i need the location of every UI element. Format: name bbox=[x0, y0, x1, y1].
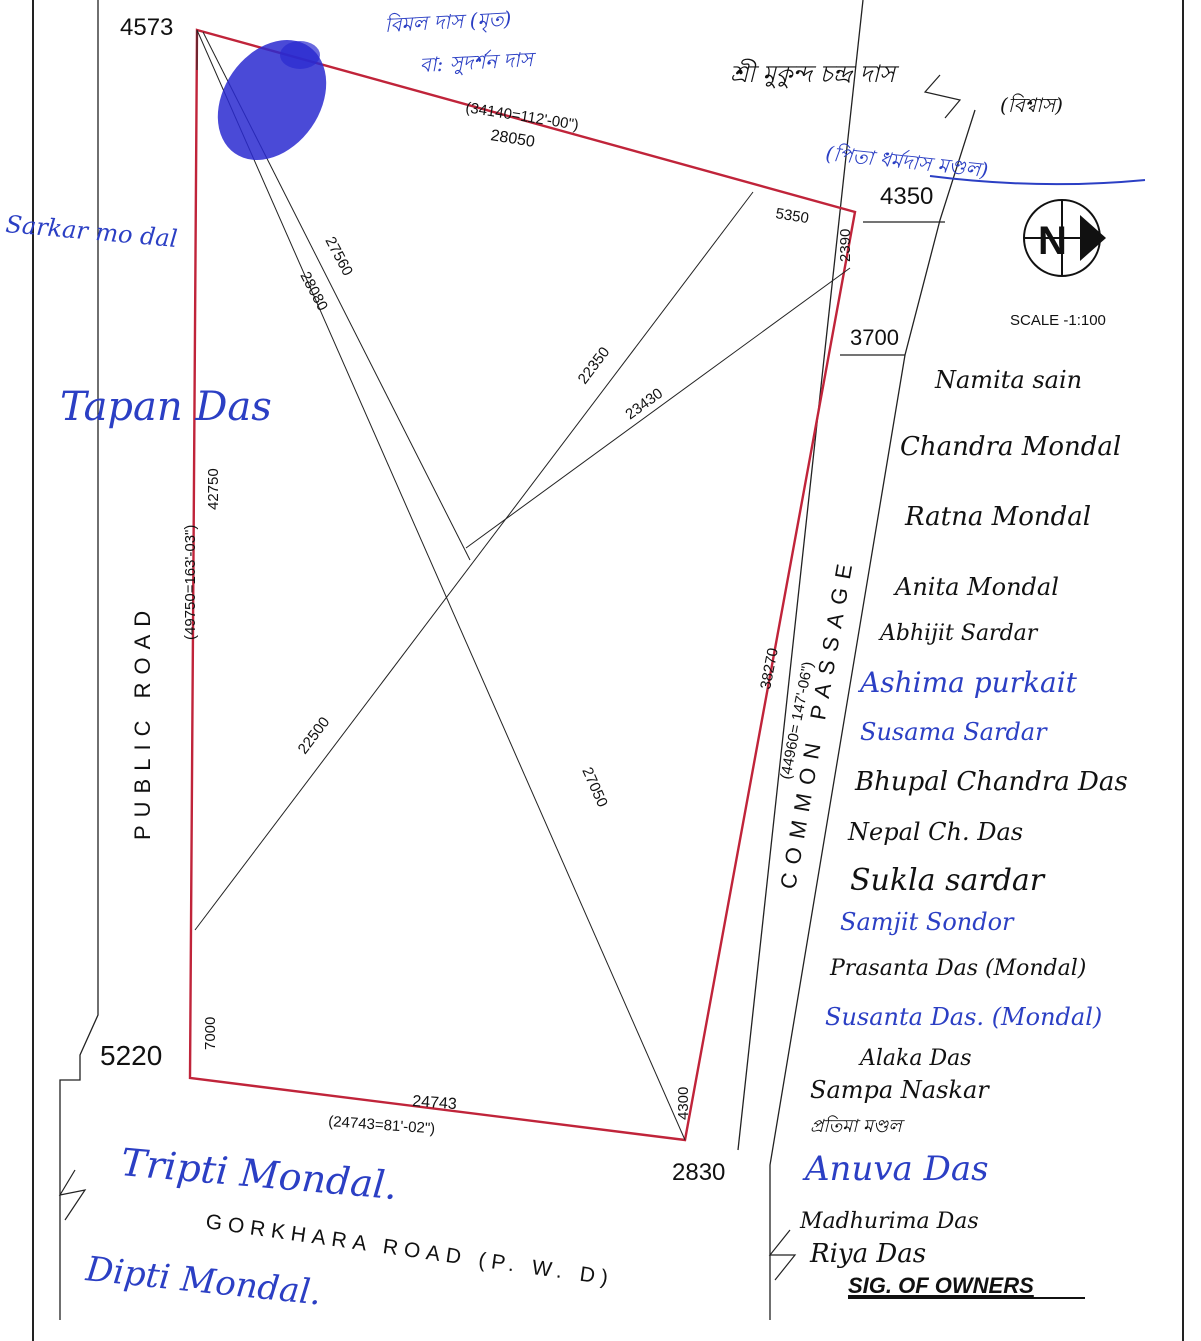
neighbor-west-mid: Tapan Das bbox=[60, 384, 272, 430]
dim-south: 24743 bbox=[412, 1093, 458, 1113]
owner-signature: Alaka Das bbox=[858, 1046, 972, 1071]
public-road-edge bbox=[59, 0, 99, 1320]
dim-diag-22500: 22500 bbox=[295, 714, 334, 758]
diagonal-e-center bbox=[465, 267, 851, 549]
owner-signature: Sukla sardar bbox=[850, 863, 1046, 898]
dim-diag-27560: 27560 bbox=[321, 234, 356, 279]
dim-west-lower: 7000 bbox=[202, 1017, 219, 1050]
scale-label: SCALE -1:100 bbox=[1010, 312, 1106, 329]
neighbor-south-1: Tripti Mondal. bbox=[119, 1140, 399, 1208]
owner-signature: Namita sain bbox=[934, 366, 1082, 394]
owner-signature: Riya Das bbox=[809, 1239, 926, 1269]
neighbor-west-top: Sarkar mo dal bbox=[4, 210, 178, 253]
dim-east-top: 5350 bbox=[774, 205, 810, 227]
thumbprint-mark bbox=[217, 40, 327, 160]
corner-nw: 4573 bbox=[120, 14, 173, 41]
corner-ne-lower: 3700 bbox=[850, 325, 899, 350]
diagonal-nw-se bbox=[196, 29, 686, 1141]
neighbor-bengali-3: শ্রী মুকুন্দ চন্দ্র দাস bbox=[730, 58, 900, 89]
compass-letter: N bbox=[1038, 219, 1067, 263]
owner-signature: Abhijit Sardar bbox=[878, 621, 1039, 646]
dim-west-paren: (49750=163'-03") bbox=[182, 525, 199, 640]
owner-signature: Prasanta Das (Mondal) bbox=[829, 956, 1086, 981]
owner-signature: প্রতিমা মণ্ডল bbox=[810, 1115, 905, 1137]
road-label-public: PUBLIC ROAD bbox=[130, 603, 155, 840]
owners-signatures: Namita sain Chandra Mondal Ratna Mondal … bbox=[799, 366, 1128, 1269]
passage-edge-west bbox=[737, 0, 864, 1151]
owner-signature: Samjit Sondor bbox=[840, 908, 1015, 936]
break-symbol-top bbox=[923, 74, 962, 119]
dim-diag-27050: 27050 bbox=[578, 765, 610, 810]
corner-sw: 5220 bbox=[100, 1040, 162, 1071]
dim-south-paren: (24743=81'-02") bbox=[328, 1113, 436, 1137]
owner-signature: Anita Mondal bbox=[893, 573, 1059, 601]
north-arrow-icon: N bbox=[1023, 199, 1106, 277]
corner-ne: 4350 bbox=[880, 183, 933, 210]
owner-signature: Nepal Ch. Das bbox=[847, 818, 1023, 846]
dim-west: 42750 bbox=[205, 468, 222, 510]
neighbor-bengali-5: (পিতা ধর্মদাস মণ্ডল) bbox=[824, 141, 989, 182]
owners-title: SIG. OF OWNERS bbox=[848, 1273, 1034, 1298]
neighbor-bengali-2: বা: সুদর্শন দাস bbox=[419, 47, 537, 78]
neighbor-underline bbox=[929, 175, 1146, 186]
dim-north: 28050 bbox=[489, 127, 536, 151]
owner-signature: Susanta Das. (Mondal) bbox=[825, 1003, 1102, 1031]
dim-south-east-small: 4300 bbox=[675, 1087, 692, 1120]
break-symbol-southwest bbox=[58, 1169, 87, 1221]
dim-east: 38270 bbox=[757, 647, 782, 691]
neighbor-bengali-1: বিমল দাস (মৃত) bbox=[384, 6, 512, 38]
owner-signature: Ashima purkait bbox=[857, 666, 1078, 699]
owner-signature: Madhurima Das bbox=[799, 1209, 979, 1234]
owner-signature: Anuva Das bbox=[802, 1149, 989, 1189]
owner-signature: Chandra Mondal bbox=[900, 432, 1121, 462]
neighbor-bengali-4: (বিশ্বাস) bbox=[1000, 93, 1063, 117]
diagonal-ne-sw bbox=[194, 191, 754, 931]
dim-north-paren: (34140=112'-00") bbox=[464, 99, 580, 134]
owner-signature: Bhupal Chandra Das bbox=[854, 767, 1128, 797]
dim-diag-22350: 22350 bbox=[575, 344, 614, 388]
owner-signature: Sampa Naskar bbox=[810, 1076, 990, 1104]
break-symbol-southeast bbox=[768, 1229, 797, 1281]
dim-east-small: 2390 bbox=[837, 229, 854, 262]
plot-boundary bbox=[188, 28, 857, 1142]
owner-signature: Ratna Mondal bbox=[904, 502, 1091, 532]
owner-signature: Susama Sardar bbox=[860, 718, 1048, 746]
neighbor-south-2: Dipti Mondal. bbox=[83, 1249, 323, 1314]
corner-se: 2830 bbox=[672, 1159, 725, 1186]
